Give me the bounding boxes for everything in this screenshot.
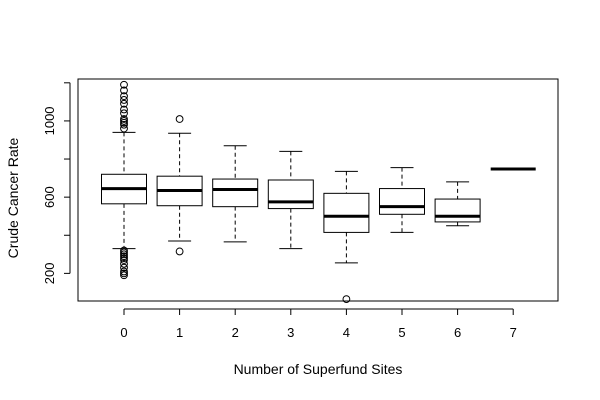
- outlier-point: [120, 256, 128, 264]
- x-axis: 0 1 2 3 4 5 6 7: [120, 308, 517, 340]
- x-tick-label-3: 3: [287, 325, 294, 340]
- outlier-point: [175, 115, 184, 123]
- box-iqr: [434, 198, 481, 223]
- x-tick-label-1: 1: [176, 325, 183, 340]
- box-iqr: [267, 179, 314, 210]
- outlier-point: [120, 105, 128, 114]
- x-tick-label-4: 4: [343, 325, 350, 340]
- plot-frame: [77, 78, 559, 302]
- outlier-point: [175, 247, 184, 256]
- box-1: [156, 115, 203, 256]
- y-tick-label-600: 600: [42, 186, 57, 208]
- box-4: [323, 170, 370, 303]
- box-5: [379, 167, 425, 233]
- box-iqr: [379, 188, 425, 215]
- x-tick-label-5: 5: [398, 325, 405, 340]
- x-tick-label-2: 2: [232, 325, 239, 340]
- outlier-point: [120, 120, 128, 129]
- outlier-point: [120, 124, 128, 133]
- outlier-point: [120, 92, 128, 101]
- outlier-point: [120, 86, 128, 95]
- x-axis-title: Number of Superfund Sites: [234, 361, 403, 377]
- outlier-point: [120, 109, 128, 118]
- box-0: [101, 80, 147, 280]
- x-tick-label-6: 6: [454, 325, 461, 340]
- box-iqr: [323, 192, 370, 233]
- x-tick-label-0: 0: [120, 325, 127, 340]
- y-tick-label-200: 200: [42, 263, 57, 285]
- outlier-point: [120, 99, 128, 108]
- y-axis: 200 600 1000: [42, 82, 71, 285]
- y-axis-title: Crude Cancer Rate: [5, 137, 21, 258]
- outlier-point: [342, 295, 351, 303]
- outlier-point: [120, 259, 128, 268]
- outlier-point: [120, 271, 128, 280]
- outlier-point: [120, 80, 128, 89]
- outlier-point: [120, 263, 128, 272]
- box-3: [267, 150, 314, 250]
- box-2: [212, 145, 259, 243]
- outlier-point: [120, 96, 128, 104]
- box-6: [434, 181, 481, 227]
- boxes-layer: [101, 80, 536, 303]
- x-tick-label-7: 7: [510, 325, 517, 340]
- box-iqr: [212, 178, 259, 208]
- y-tick-label-1000: 1000: [42, 106, 57, 135]
